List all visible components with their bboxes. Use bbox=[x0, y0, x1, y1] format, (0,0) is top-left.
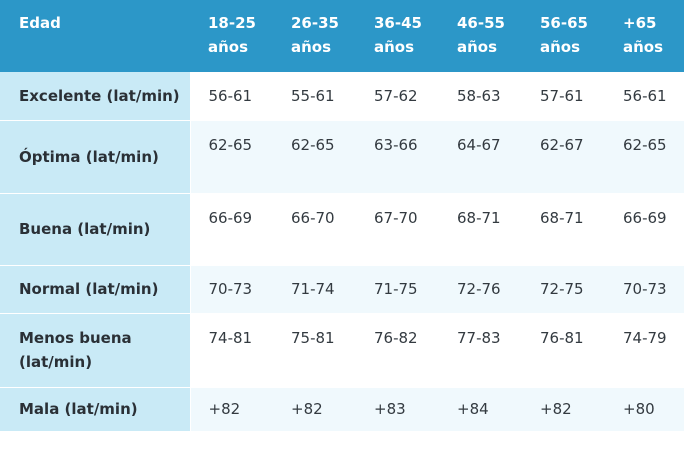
cell-value: 67-70 bbox=[356, 193, 439, 266]
cell-value: 56-61 bbox=[605, 72, 684, 121]
cell-value: 72-76 bbox=[439, 265, 522, 314]
row-label: Normal (lat/min) bbox=[0, 265, 191, 314]
header-age-18-25: 18-25 años bbox=[190, 0, 273, 72]
header-age-label: Edad bbox=[0, 0, 190, 72]
row-label: Buena (lat/min) bbox=[0, 193, 191, 266]
cell-value: 72-75 bbox=[522, 265, 605, 314]
cell-value: 62-65 bbox=[273, 120, 356, 194]
cell-value: 76-81 bbox=[522, 313, 605, 388]
header-row: Edad 18-25 años 26-35 años 36-45 años 46… bbox=[0, 0, 684, 72]
cell-value: 57-62 bbox=[356, 72, 439, 121]
cell-value: 75-81 bbox=[273, 313, 356, 388]
cell-value: 63-66 bbox=[356, 120, 439, 194]
cell-value: 57-61 bbox=[522, 72, 605, 121]
header-age-26-35: 26-35 años bbox=[273, 0, 356, 72]
table-row-normal: Normal (lat/min) 70-73 71-74 71-75 72-76… bbox=[0, 265, 684, 314]
cell-value: 74-79 bbox=[605, 313, 684, 388]
header-age-65-plus: +65 años bbox=[605, 0, 684, 72]
cell-value: 56-61 bbox=[190, 72, 273, 121]
cell-value: 70-73 bbox=[605, 265, 684, 314]
cell-value: +80 bbox=[605, 387, 684, 432]
cell-value: +82 bbox=[190, 387, 273, 432]
table-row-buena: Buena (lat/min) 66-69 66-70 67-70 68-71 … bbox=[0, 193, 684, 266]
cell-value: 66-70 bbox=[273, 193, 356, 266]
table-row-menos-buena: Menos buena (lat/min) 74-81 75-81 76-82 … bbox=[0, 313, 684, 388]
header-age-36-45: 36-45 años bbox=[356, 0, 439, 72]
header-age-56-65: 56-65 años bbox=[522, 0, 605, 72]
cell-value: 66-69 bbox=[605, 193, 684, 266]
row-label: Mala (lat/min) bbox=[0, 387, 191, 432]
cell-value: 62-67 bbox=[522, 120, 605, 194]
cell-value: 62-65 bbox=[190, 120, 273, 194]
cell-value: 62-65 bbox=[605, 120, 684, 194]
heart-rate-table: Edad 18-25 años 26-35 años 36-45 años 46… bbox=[0, 0, 684, 432]
cell-value: 71-74 bbox=[273, 265, 356, 314]
header-age-46-55: 46-55 años bbox=[439, 0, 522, 72]
cell-value: 55-61 bbox=[273, 72, 356, 121]
table-row-optima: Óptima (lat/min) 62-65 62-65 63-66 64-67… bbox=[0, 120, 684, 194]
cell-value: 71-75 bbox=[356, 265, 439, 314]
row-label: Menos buena (lat/min) bbox=[0, 313, 191, 388]
table-row-excelente: Excelente (lat/min) 56-61 55-61 57-62 58… bbox=[0, 72, 684, 121]
row-label: Óptima (lat/min) bbox=[0, 120, 191, 194]
cell-value: +82 bbox=[522, 387, 605, 432]
cell-value: +83 bbox=[356, 387, 439, 432]
cell-value: 70-73 bbox=[190, 265, 273, 314]
row-label: Excelente (lat/min) bbox=[0, 72, 191, 121]
cell-value: 68-71 bbox=[439, 193, 522, 266]
cell-value: 58-63 bbox=[439, 72, 522, 121]
cell-value: +82 bbox=[273, 387, 356, 432]
cell-value: 76-82 bbox=[356, 313, 439, 388]
cell-value: 68-71 bbox=[522, 193, 605, 266]
table-row-mala: Mala (lat/min) +82 +82 +83 +84 +82 +80 bbox=[0, 387, 684, 432]
cell-value: 64-67 bbox=[439, 120, 522, 194]
cell-value: +84 bbox=[439, 387, 522, 432]
cell-value: 66-69 bbox=[190, 193, 273, 266]
cell-value: 74-81 bbox=[190, 313, 273, 388]
cell-value: 77-83 bbox=[439, 313, 522, 388]
